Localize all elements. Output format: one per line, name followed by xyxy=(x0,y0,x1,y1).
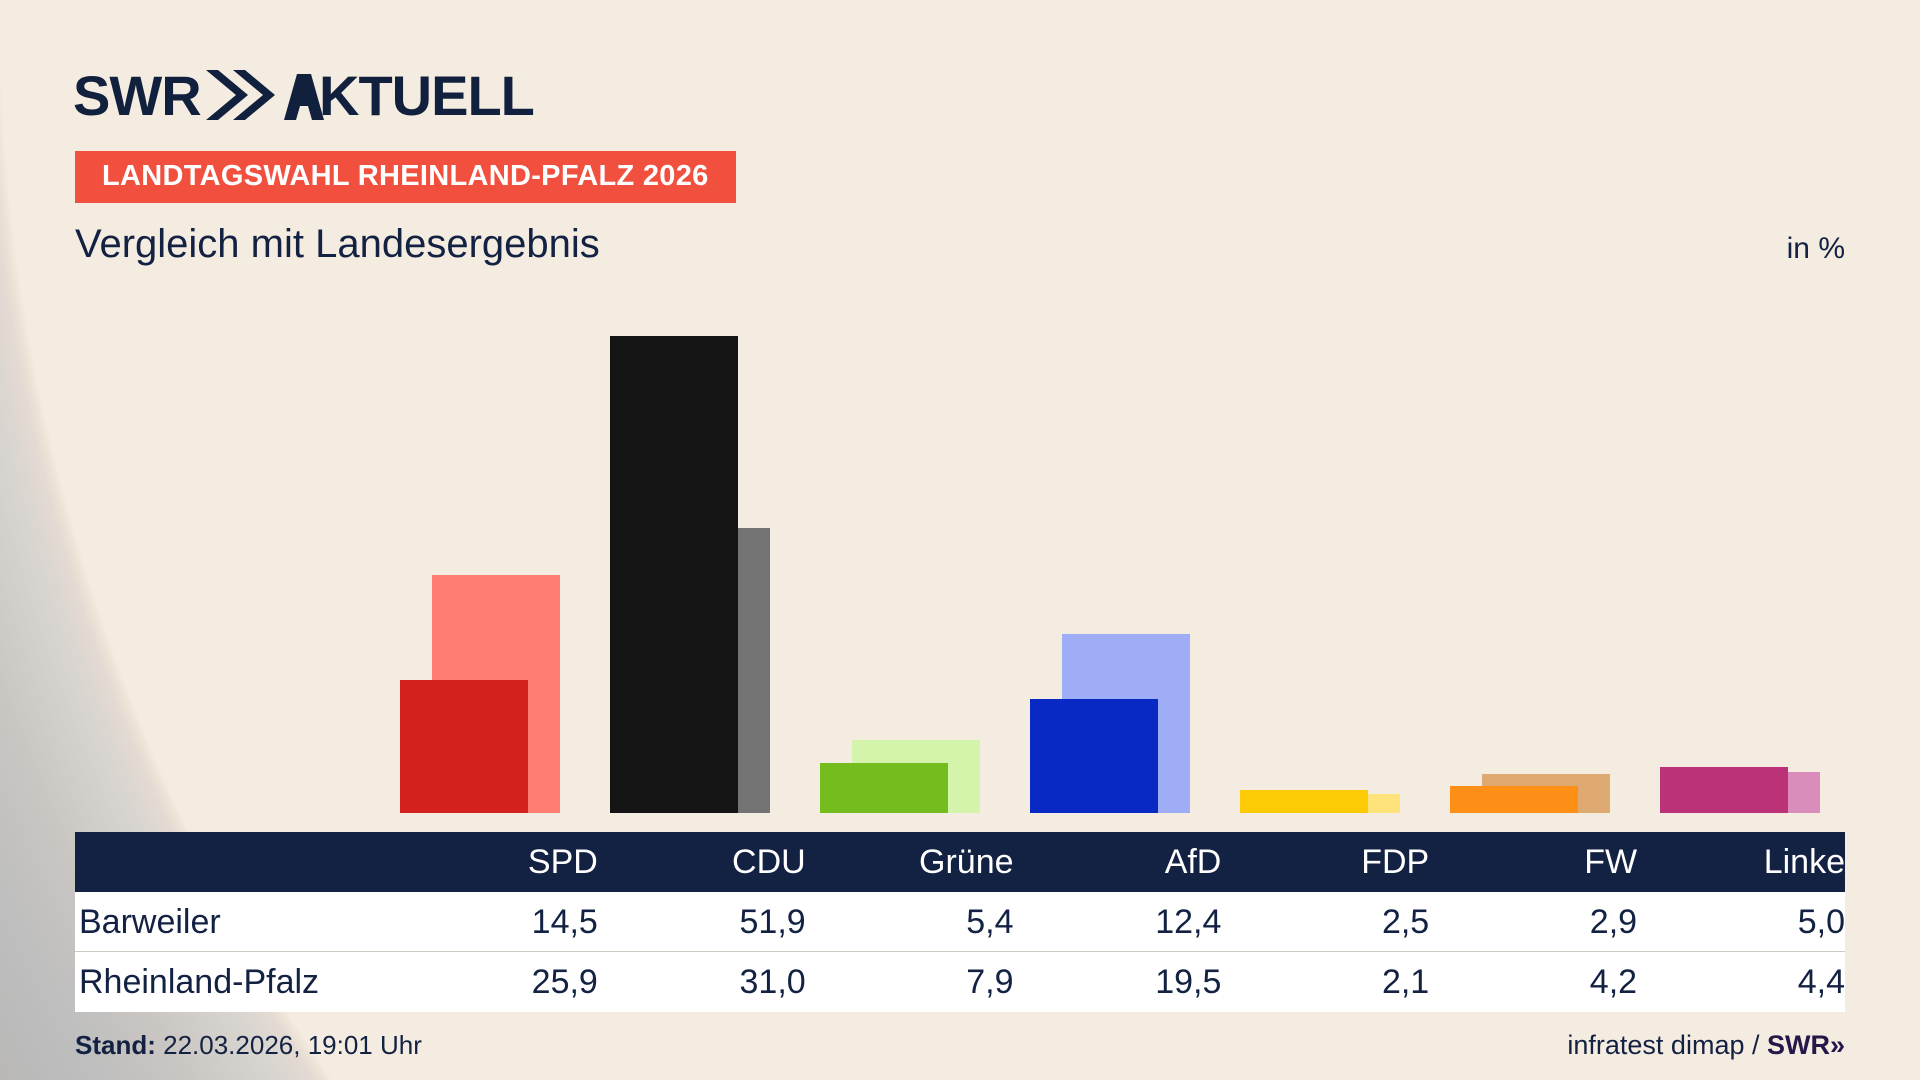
svg-text:SWR: SWR xyxy=(73,64,201,127)
svg-text:KTUELL: KTUELL xyxy=(319,64,534,127)
